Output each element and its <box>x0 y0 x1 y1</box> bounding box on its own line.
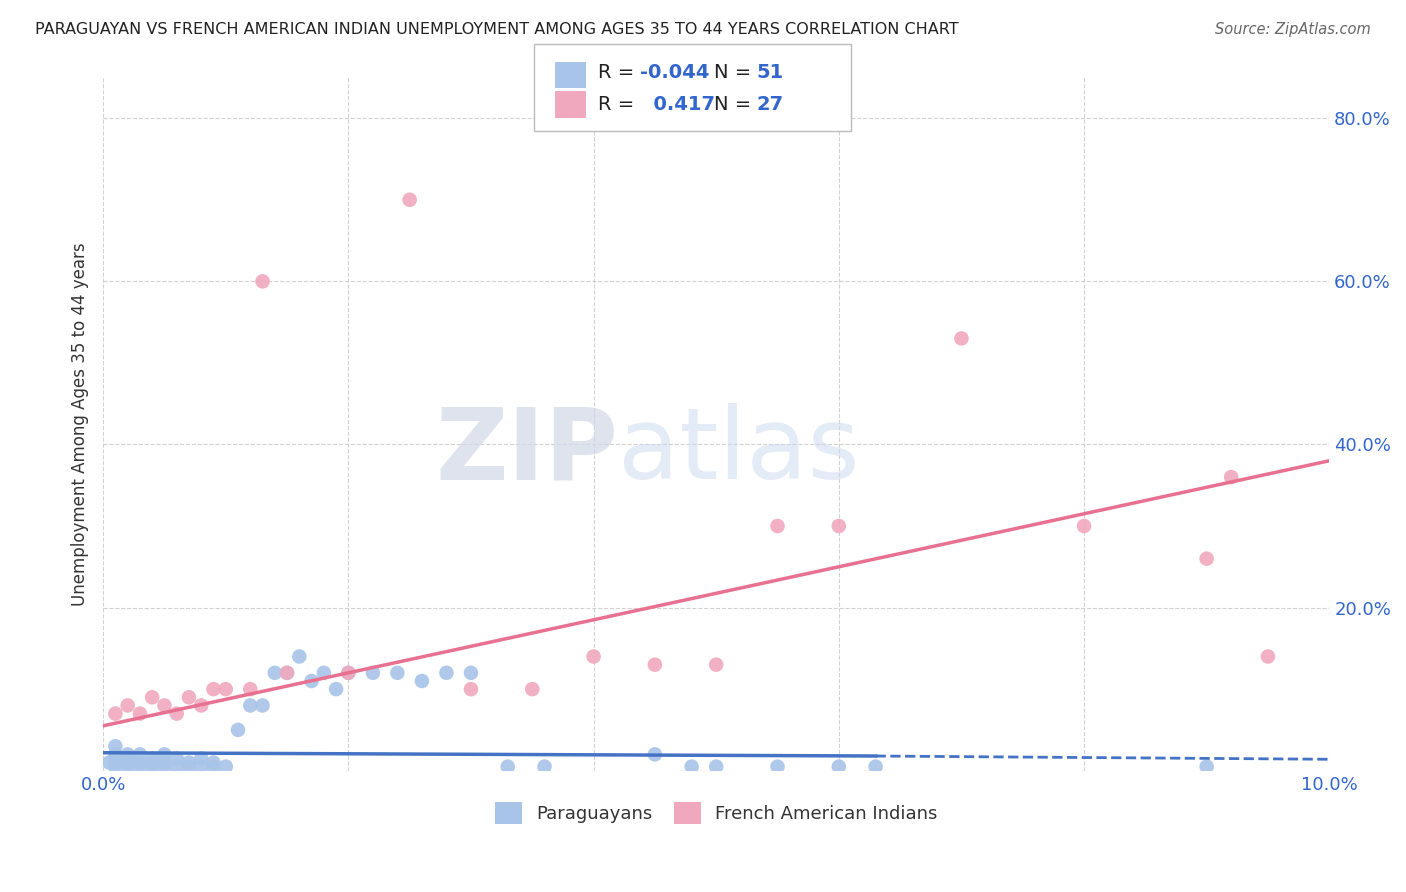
Point <box>239 682 262 697</box>
Point <box>263 665 285 680</box>
Point <box>681 759 703 773</box>
Point <box>398 193 420 207</box>
Point <box>337 665 360 680</box>
Point <box>202 759 225 773</box>
Point <box>1257 649 1279 664</box>
Point <box>644 747 666 762</box>
Point <box>141 751 163 765</box>
Point <box>361 665 384 680</box>
Point <box>1220 470 1243 484</box>
Point <box>153 747 176 762</box>
Point <box>252 274 274 288</box>
Text: 51: 51 <box>756 62 783 82</box>
Text: atlas: atlas <box>619 403 859 500</box>
Point <box>1195 759 1218 773</box>
Point <box>582 649 605 664</box>
Point <box>190 751 212 765</box>
Point <box>950 331 973 345</box>
Point <box>704 657 727 672</box>
Point <box>104 756 127 770</box>
Point <box>226 723 249 737</box>
Point <box>301 673 323 688</box>
Point <box>177 759 200 773</box>
Point <box>129 756 152 770</box>
Text: Source: ZipAtlas.com: Source: ZipAtlas.com <box>1215 22 1371 37</box>
Point <box>1195 551 1218 566</box>
Point <box>325 682 347 697</box>
Point <box>98 756 121 770</box>
Point <box>337 665 360 680</box>
Point <box>166 751 188 765</box>
Point <box>202 682 225 697</box>
Point <box>153 759 176 773</box>
Point <box>460 682 482 697</box>
Point <box>239 698 262 713</box>
Text: ZIP: ZIP <box>436 403 619 500</box>
Text: 0.417: 0.417 <box>640 95 714 114</box>
Point <box>252 698 274 713</box>
Text: R =: R = <box>598 95 640 114</box>
Point <box>129 747 152 762</box>
Point <box>496 759 519 773</box>
Point <box>766 759 789 773</box>
Point <box>276 665 298 680</box>
Point <box>117 756 139 770</box>
Point <box>117 759 139 773</box>
Point <box>104 739 127 754</box>
Text: PARAGUAYAN VS FRENCH AMERICAN INDIAN UNEMPLOYMENT AMONG AGES 35 TO 44 YEARS CORR: PARAGUAYAN VS FRENCH AMERICAN INDIAN UNE… <box>35 22 959 37</box>
Point <box>704 759 727 773</box>
Point <box>828 519 851 533</box>
Point <box>1073 519 1095 533</box>
Text: 27: 27 <box>756 95 783 114</box>
Point <box>215 759 238 773</box>
Point <box>312 665 335 680</box>
Text: R =: R = <box>598 62 640 82</box>
Point <box>153 698 176 713</box>
Point <box>104 759 127 773</box>
Point <box>117 751 139 765</box>
Point <box>190 759 212 773</box>
Point <box>141 759 163 773</box>
Point <box>522 682 544 697</box>
Point <box>460 665 482 680</box>
Point <box>215 682 238 697</box>
Point <box>190 698 212 713</box>
Point <box>766 519 789 533</box>
Point <box>202 756 225 770</box>
Point <box>828 759 851 773</box>
Point <box>387 665 409 680</box>
Point <box>129 759 152 773</box>
Point <box>141 756 163 770</box>
Point <box>153 756 176 770</box>
Point <box>865 759 887 773</box>
Point <box>104 747 127 762</box>
Point <box>104 706 127 721</box>
Point <box>436 665 458 680</box>
Point <box>129 706 152 721</box>
Point <box>166 759 188 773</box>
Point <box>533 759 555 773</box>
Point <box>141 690 163 705</box>
Point <box>276 665 298 680</box>
Point <box>288 649 311 664</box>
Point <box>117 747 139 762</box>
Point <box>177 756 200 770</box>
Text: -0.044: -0.044 <box>640 62 709 82</box>
Point <box>166 706 188 721</box>
Point <box>644 657 666 672</box>
Point <box>411 673 433 688</box>
Text: N =: N = <box>714 95 758 114</box>
Y-axis label: Unemployment Among Ages 35 to 44 years: Unemployment Among Ages 35 to 44 years <box>72 243 89 606</box>
Point <box>177 690 200 705</box>
Text: N =: N = <box>714 62 758 82</box>
Legend: Paraguayans, French American Indians: Paraguayans, French American Indians <box>495 802 938 824</box>
Point <box>117 698 139 713</box>
